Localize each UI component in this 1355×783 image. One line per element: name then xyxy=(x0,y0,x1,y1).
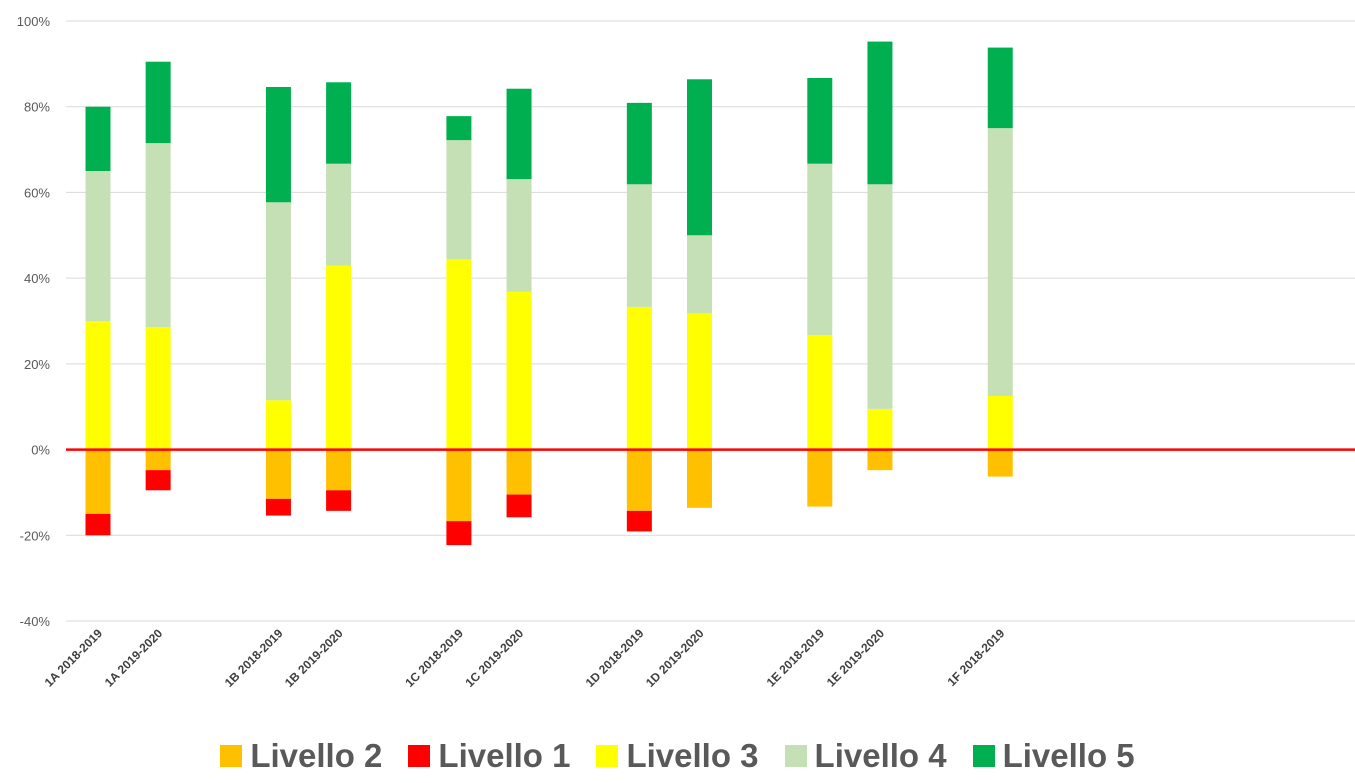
bar-segment-livello-2 xyxy=(867,449,893,471)
bar-segment-livello-4 xyxy=(626,184,652,307)
bar-segment-livello-5 xyxy=(506,88,532,180)
y-tick-label: -20% xyxy=(20,528,51,543)
bar-segment-livello-3 xyxy=(626,306,652,450)
bar-segment-livello-2 xyxy=(807,449,833,507)
bar-segment-livello-4 xyxy=(807,163,833,336)
bar-segment-livello-2 xyxy=(506,449,532,495)
y-tick-label: 60% xyxy=(24,185,50,200)
bar-segment-livello-1 xyxy=(326,490,352,511)
x-tick-label: 1E 2018-2019 xyxy=(764,626,827,689)
x-tick-label: 1E 2019-2020 xyxy=(824,626,887,689)
bar-segment-livello-2 xyxy=(687,449,712,508)
legend-swatch xyxy=(596,744,619,767)
bar-segment-livello-3 xyxy=(987,396,1013,450)
legend-item: Livello 5 xyxy=(972,736,1135,775)
legend-swatch xyxy=(784,744,807,767)
bar-segment-livello-2 xyxy=(85,449,111,514)
legend-swatch xyxy=(220,744,243,767)
bar-segment-livello-4 xyxy=(506,179,532,292)
x-tick-label: 1C 2018-2019 xyxy=(402,626,466,690)
bar-segment-livello-1 xyxy=(145,470,171,491)
legend-label: Livello 5 xyxy=(1002,736,1135,774)
y-axis-ticks: -40% -20% 0% 20% 40% 60% 80% 100% xyxy=(17,14,51,629)
bar-segment-livello-5 xyxy=(145,61,171,144)
x-tick-label: 1A 2019-2020 xyxy=(102,626,166,690)
bar-segment-livello-3 xyxy=(687,313,712,450)
bar-segment-livello-4 xyxy=(446,140,472,260)
legend-item: Livello 4 xyxy=(784,736,947,775)
x-tick-label: 1B 2018-2019 xyxy=(222,626,286,690)
legend-item: Livello 2 xyxy=(220,737,382,775)
y-tick-label: 20% xyxy=(24,357,50,372)
bar-segment-livello-2 xyxy=(265,449,291,499)
bar-segment-livello-3 xyxy=(326,265,352,450)
bar-segment-livello-4 xyxy=(987,128,1013,396)
bar-segment-livello-5 xyxy=(326,82,352,164)
bar-segment-livello-5 xyxy=(987,47,1013,129)
y-tick-label: 100% xyxy=(17,14,51,29)
stacked-bar-chart: -40%-20%0%20%40%60%80%100% 1A 2018-20191… xyxy=(17,14,1355,690)
y-tick-label: 80% xyxy=(24,100,50,115)
legend-label: Livello 2 xyxy=(250,736,383,774)
bar-segment-livello-4 xyxy=(85,171,111,321)
bar-segment-livello-3 xyxy=(265,400,291,450)
bar-segment-livello-3 xyxy=(506,291,532,450)
x-tick-label: 1C 2019-2020 xyxy=(462,626,526,690)
bar-segment-livello-1 xyxy=(506,494,532,518)
bar-segment-livello-3 xyxy=(446,259,472,450)
x-tick-label: 1D 2018-2019 xyxy=(583,626,647,690)
bar-segment-livello-3 xyxy=(145,327,171,450)
x-tick-label: 1D 2019-2020 xyxy=(643,626,707,690)
bar-segment-livello-5 xyxy=(85,106,111,171)
bar-segment-livello-5 xyxy=(807,78,833,164)
bar-segment-livello-3 xyxy=(867,408,893,450)
bar-segment-livello-4 xyxy=(145,143,171,327)
bar-segment-livello-1 xyxy=(626,510,652,532)
legend-label: Livello 3 xyxy=(626,736,759,774)
x-tick-label: 1A 2018-2019 xyxy=(42,626,106,690)
bar-segment-livello-1 xyxy=(446,521,472,546)
y-tick-label: 0% xyxy=(31,443,50,458)
bar-segment-livello-5 xyxy=(446,116,472,141)
bar-segment-livello-5 xyxy=(867,41,893,185)
legend-item: Livello 1 xyxy=(408,737,570,775)
bar-segment-livello-4 xyxy=(867,184,893,409)
legend-item: Livello 3 xyxy=(596,736,759,775)
bars xyxy=(85,41,1013,546)
bar-segment-livello-1 xyxy=(85,513,111,536)
bar-segment-livello-5 xyxy=(626,102,652,185)
y-tick-label: 40% xyxy=(24,271,50,286)
bar-segment-livello-3 xyxy=(807,335,833,450)
bar-segment-livello-2 xyxy=(446,449,472,522)
y-tick-label: -40% xyxy=(20,614,51,629)
legend-label: Livello 4 xyxy=(814,736,947,774)
bar-segment-livello-4 xyxy=(326,163,352,266)
bar-segment-livello-2 xyxy=(626,449,652,511)
bar-segment-livello-3 xyxy=(85,321,111,450)
bar-segment-livello-2 xyxy=(326,449,352,491)
bar-segment-livello-4 xyxy=(687,235,712,314)
x-tick-label: 1F 2018-2019 xyxy=(945,626,1008,689)
legend-label: Livello 1 xyxy=(438,736,571,774)
bar-segment-livello-2 xyxy=(145,449,171,471)
bar-segment-livello-2 xyxy=(987,449,1013,477)
legend-swatch xyxy=(408,744,431,767)
x-tick-label: 1B 2019-2020 xyxy=(282,626,346,690)
bar-segment-livello-4 xyxy=(265,202,291,401)
bar-segment-livello-5 xyxy=(265,87,291,203)
legend: Livello 2 Livello 1 Livello 3 Livello 4 Live… xyxy=(0,728,1355,783)
legend-swatch xyxy=(972,744,995,767)
bar-segment-livello-1 xyxy=(265,498,291,516)
bar-segment-livello-5 xyxy=(687,79,712,236)
